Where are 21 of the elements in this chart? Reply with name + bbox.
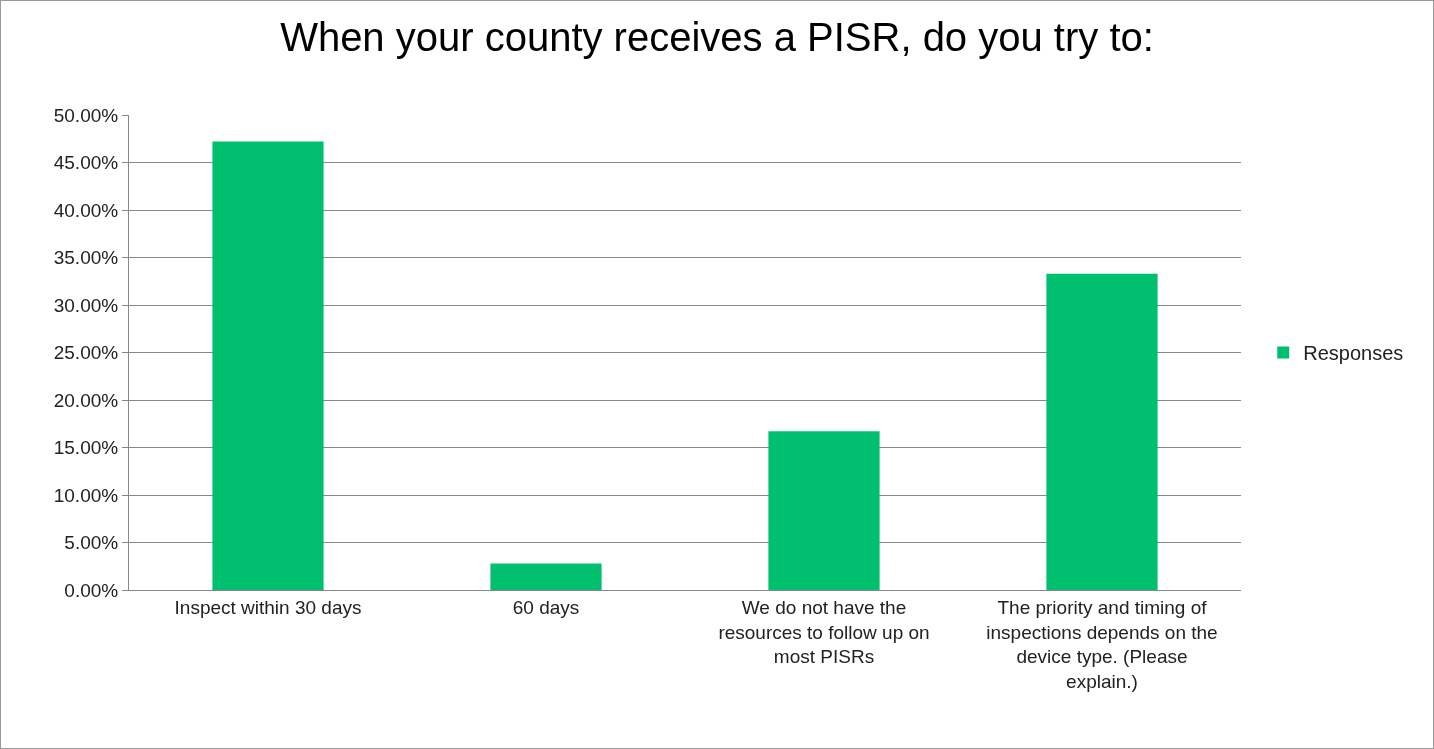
x-tick-label: We do not have the resources to follow up on most PISRs bbox=[718, 596, 930, 668]
y-tick-label: 10.00% bbox=[53, 484, 119, 506]
bar bbox=[1046, 273, 1158, 590]
chart-title: When your county receives a PISR, do you try to: bbox=[280, 15, 1154, 60]
bar bbox=[212, 141, 324, 590]
x-tick-label: The priority and timing of inspections depends on the device type. (Please explain.) bbox=[986, 596, 1218, 692]
bar bbox=[768, 431, 880, 590]
y-tick-label: 5.00% bbox=[64, 532, 119, 554]
y-tick-label: 40.00% bbox=[53, 199, 119, 221]
y-tick-label: 15.00% bbox=[53, 437, 119, 459]
y-tick-label: 25.00% bbox=[53, 342, 119, 364]
x-tick-label: Inspect within 30 days bbox=[174, 596, 362, 618]
legend-label: Responses bbox=[1303, 342, 1404, 365]
bar bbox=[490, 563, 602, 590]
y-tick-label: 45.00% bbox=[53, 152, 119, 174]
y-tick-label: 35.00% bbox=[53, 247, 119, 269]
y-tick-label: 50.00% bbox=[53, 104, 119, 126]
y-tick-label: 30.00% bbox=[53, 294, 119, 316]
y-tick-label: 20.00% bbox=[53, 389, 119, 411]
x-tick-label: 60 days bbox=[512, 596, 580, 618]
y-tick-label: 0.00% bbox=[64, 579, 119, 601]
